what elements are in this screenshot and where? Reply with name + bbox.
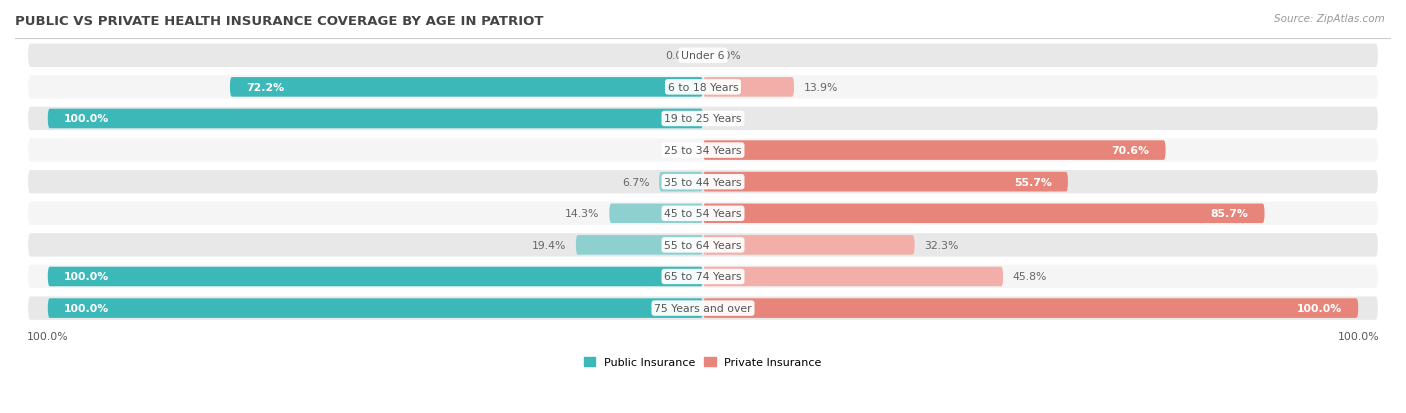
FancyBboxPatch shape <box>703 267 1002 287</box>
Text: 13.9%: 13.9% <box>804 83 838 93</box>
Text: 0.0%: 0.0% <box>665 51 693 61</box>
FancyBboxPatch shape <box>659 173 703 192</box>
FancyBboxPatch shape <box>703 204 1264 223</box>
FancyBboxPatch shape <box>703 299 1358 318</box>
FancyBboxPatch shape <box>28 76 1378 99</box>
Text: 55.7%: 55.7% <box>1014 177 1052 187</box>
Text: Source: ZipAtlas.com: Source: ZipAtlas.com <box>1274 14 1385 24</box>
FancyBboxPatch shape <box>576 235 703 255</box>
FancyBboxPatch shape <box>28 45 1378 68</box>
Text: 14.3%: 14.3% <box>565 209 599 219</box>
Text: 0.0%: 0.0% <box>713 51 741 61</box>
Text: 6 to 18 Years: 6 to 18 Years <box>668 83 738 93</box>
FancyBboxPatch shape <box>703 78 794 97</box>
Text: PUBLIC VS PRIVATE HEALTH INSURANCE COVERAGE BY AGE IN PATRIOT: PUBLIC VS PRIVATE HEALTH INSURANCE COVER… <box>15 15 544 28</box>
Text: 70.6%: 70.6% <box>1111 146 1149 156</box>
FancyBboxPatch shape <box>48 109 703 129</box>
Text: 19 to 25 Years: 19 to 25 Years <box>664 114 742 124</box>
FancyBboxPatch shape <box>28 171 1378 194</box>
Text: 65 to 74 Years: 65 to 74 Years <box>664 272 742 282</box>
Text: 6.7%: 6.7% <box>621 177 650 187</box>
Text: 0.0%: 0.0% <box>713 114 741 124</box>
FancyBboxPatch shape <box>28 107 1378 131</box>
FancyBboxPatch shape <box>609 204 703 223</box>
FancyBboxPatch shape <box>28 297 1378 320</box>
Text: 100.0%: 100.0% <box>65 272 110 282</box>
Text: 100.0%: 100.0% <box>65 114 110 124</box>
Text: 19.4%: 19.4% <box>531 240 567 250</box>
Text: 45 to 54 Years: 45 to 54 Years <box>664 209 742 219</box>
Text: 100.0%: 100.0% <box>1296 304 1341 313</box>
FancyBboxPatch shape <box>28 139 1378 162</box>
Text: 45.8%: 45.8% <box>1012 272 1047 282</box>
FancyBboxPatch shape <box>28 265 1378 289</box>
FancyBboxPatch shape <box>28 234 1378 257</box>
FancyBboxPatch shape <box>48 299 703 318</box>
Text: Under 6: Under 6 <box>682 51 724 61</box>
Text: 85.7%: 85.7% <box>1211 209 1249 219</box>
Text: 25 to 34 Years: 25 to 34 Years <box>664 146 742 156</box>
Legend: Public Insurance, Private Insurance: Public Insurance, Private Insurance <box>579 353 827 372</box>
Text: 75 Years and over: 75 Years and over <box>654 304 752 313</box>
FancyBboxPatch shape <box>231 78 703 97</box>
FancyBboxPatch shape <box>28 202 1378 225</box>
Text: 32.3%: 32.3% <box>925 240 959 250</box>
Text: 0.0%: 0.0% <box>665 146 693 156</box>
Text: 100.0%: 100.0% <box>65 304 110 313</box>
Text: 55 to 64 Years: 55 to 64 Years <box>664 240 742 250</box>
FancyBboxPatch shape <box>48 267 703 287</box>
FancyBboxPatch shape <box>703 173 1069 192</box>
Text: 35 to 44 Years: 35 to 44 Years <box>664 177 742 187</box>
Text: 72.2%: 72.2% <box>246 83 284 93</box>
FancyBboxPatch shape <box>703 141 1166 161</box>
FancyBboxPatch shape <box>703 235 915 255</box>
